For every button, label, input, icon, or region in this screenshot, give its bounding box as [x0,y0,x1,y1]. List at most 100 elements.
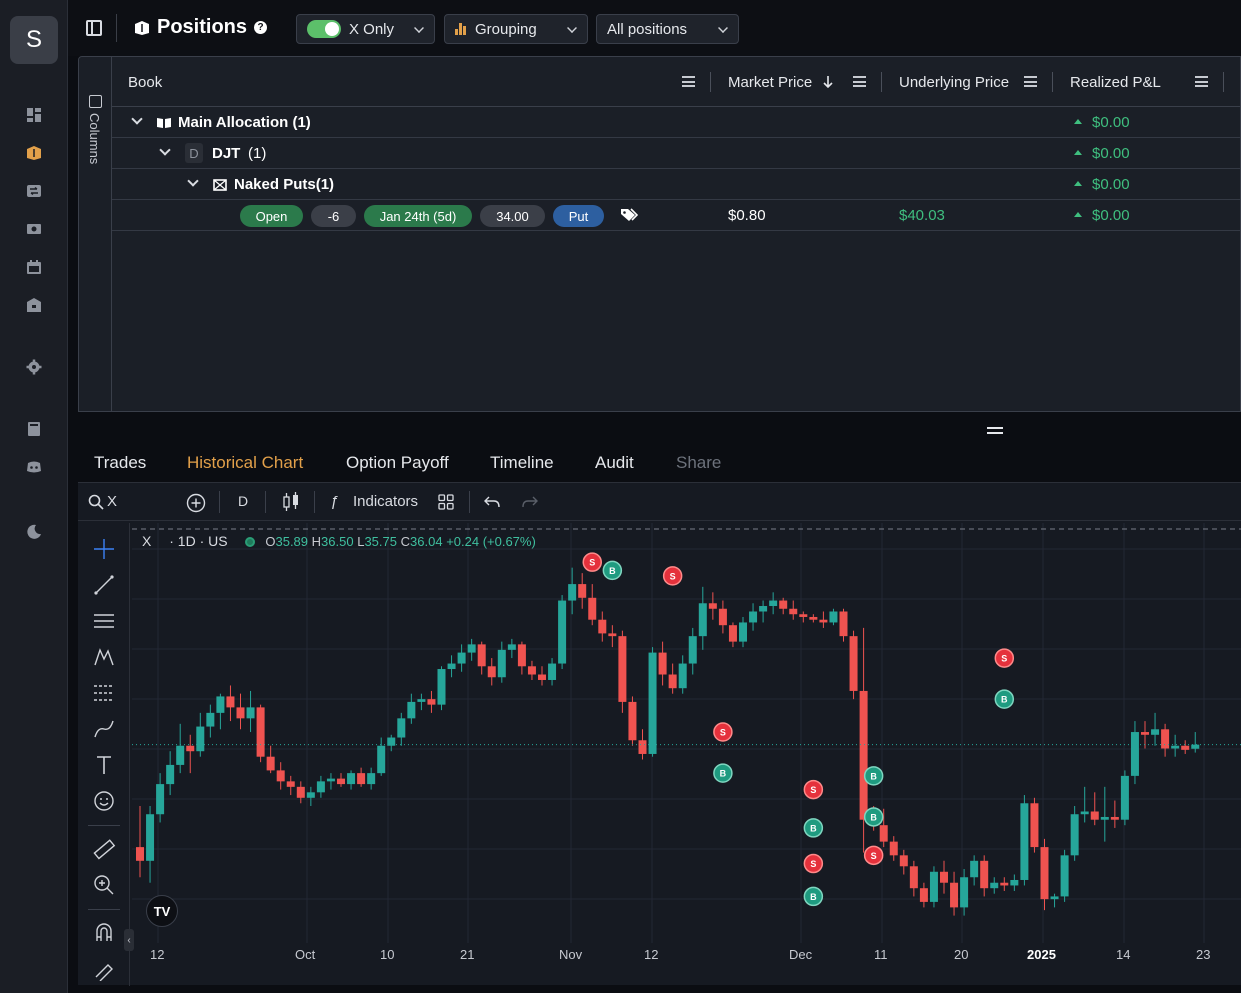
indicators-button[interactable]: Indicators [353,493,419,510]
undo-icon[interactable] [484,495,500,509]
col-header-book[interactable]: Book [128,74,163,91]
marker-label: B [810,892,817,902]
book-icon[interactable] [24,419,44,439]
sell-marker[interactable]: S [803,779,824,800]
tab-timeline[interactable]: Timeline [490,453,554,472]
buy-marker[interactable]: B [863,807,884,827]
column-divider[interactable] [1052,72,1053,92]
column-menu-icon[interactable] [682,76,695,87]
group-row-djt[interactable]: D DJT (1) $0.00 [112,138,1240,169]
column-divider[interactable] [710,72,711,92]
fib-tool-icon[interactable] [92,681,116,705]
sell-marker[interactable]: S [994,648,1015,668]
candle [477,641,486,675]
candle-body [417,699,426,702]
candlestick-chart[interactable]: S B S S B S B S B B B S S B [132,523,1241,943]
trades-icon[interactable] [24,181,44,201]
chevron-down-icon[interactable] [159,144,171,156]
candle-body [980,860,989,889]
tab-historical-chart[interactable]: Historical Chart [187,453,304,472]
chevron-down-icon[interactable] [131,113,143,125]
text-tool-icon[interactable] [92,753,116,777]
bank-icon[interactable] [24,295,44,315]
candle-body [507,644,516,650]
candle-body [578,584,587,598]
lock-drawings-icon[interactable] [92,957,116,982]
marker-circle [994,648,1015,668]
brush-icon[interactable] [92,717,116,741]
candle-body [779,600,788,609]
horizontal-lines-icon[interactable] [92,609,116,633]
buy-marker[interactable]: B [994,689,1015,709]
collapse-toolbar-button[interactable]: ‹ [124,929,134,951]
buy-marker[interactable]: B [803,886,824,907]
tab-share[interactable]: Share [676,453,722,472]
search-icon[interactable] [88,494,104,510]
buy-marker[interactable]: B [602,560,623,581]
calendar-icon[interactable] [24,257,44,277]
chevron-down-icon[interactable] [187,175,199,187]
candle [326,773,335,790]
emoji-icon[interactable] [92,789,116,813]
settings-icon[interactable] [24,357,44,377]
sell-marker[interactable]: S [713,722,733,742]
column-divider[interactable] [1223,72,1224,92]
candle-body [497,649,506,678]
positions-icon[interactable] [24,143,44,163]
sell-marker[interactable]: S [662,566,683,586]
zoom-in-icon[interactable] [92,873,116,897]
tab-option-payoff[interactable]: Option Payoff [346,453,449,472]
col-header-market-price[interactable]: Market Price [728,74,813,91]
panel-toggle-icon[interactable] [86,20,102,36]
buy-marker[interactable]: B [803,818,824,838]
col-header-realized-pnl[interactable]: Realized P&L [1070,74,1161,91]
discord-icon[interactable] [24,457,44,477]
pattern-tool-icon[interactable] [92,645,116,669]
candle-body [1030,803,1039,848]
avatar[interactable]: S [10,16,58,64]
tradingview-logo[interactable]: TV [146,895,178,927]
interval-button[interactable]: D [238,493,249,509]
x-only-toggle[interactable]: X Only [296,14,435,44]
toggle-switch[interactable] [307,20,341,38]
candles-icon[interactable] [282,492,300,512]
magnet-icon[interactable] [92,921,116,945]
marker-label: B [609,566,616,576]
layout-grid-icon[interactable] [438,494,454,510]
tab-trades[interactable]: Trades [94,453,147,472]
sell-marker[interactable]: S [582,552,602,572]
sell-marker[interactable]: S [863,845,884,866]
group-row-naked-puts[interactable]: Naked Puts(1) $0.00 [112,169,1240,200]
crosshair-icon[interactable] [92,537,116,561]
column-menu-icon[interactable] [853,76,866,87]
tags-icon[interactable] [620,208,638,222]
ruler-icon[interactable] [92,837,116,861]
column-menu-icon[interactable] [1195,76,1208,87]
symbol-search-input[interactable]: X [107,493,118,510]
compare-add-icon[interactable] [186,493,206,513]
resize-handle[interactable] [987,427,1003,434]
columns-panel-tab[interactable]: Columns [79,57,112,411]
buy-marker[interactable]: B [863,766,884,786]
sort-desc-icon[interactable] [822,75,834,89]
ohlc-open: 35.89 [275,534,309,549]
theme-moon-icon[interactable] [24,522,44,542]
trend-line-icon[interactable] [92,573,116,597]
grouping-dropdown[interactable]: Grouping [444,14,588,44]
candle-body [899,855,908,867]
group-row-main-allocation[interactable]: Main Allocation (1) $0.00 [112,107,1240,138]
positions-filter-dropdown[interactable]: All positions [596,14,739,44]
dashboard-icon[interactable] [24,105,44,125]
col-header-underlying-price[interactable]: Underlying Price [899,74,1010,91]
sell-marker[interactable]: S [803,853,824,874]
help-icon[interactable]: ? [254,21,267,34]
tab-audit[interactable]: Audit [595,453,634,472]
buy-marker[interactable]: B [713,763,733,783]
money-icon[interactable] [24,219,44,239]
column-menu-icon[interactable] [1024,76,1037,87]
left-sidebar: S [0,0,68,993]
redo-icon[interactable] [522,495,538,509]
position-row[interactable]: Open -6 Jan 24th (5d) 34.00 Put $0.80 $4… [112,200,1240,231]
candle [970,855,979,886]
column-divider[interactable] [881,72,882,92]
